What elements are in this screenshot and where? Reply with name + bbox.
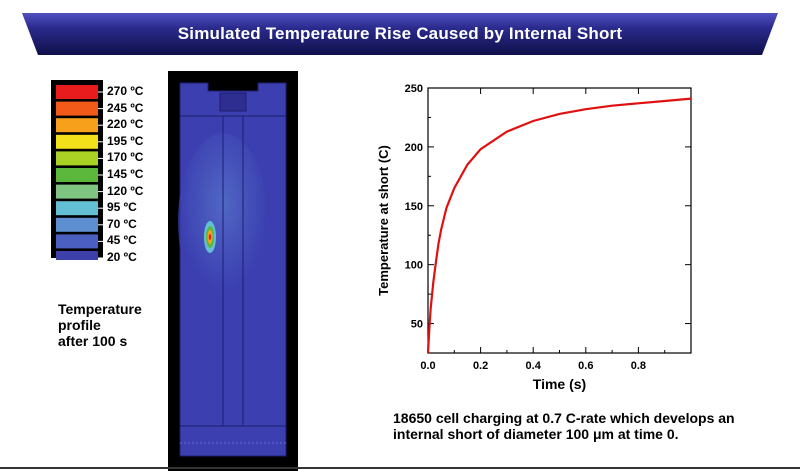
legend-label: 20 ºC — [107, 250, 137, 264]
profile-caption-line: profile — [58, 317, 101, 333]
legend-swatch — [56, 217, 98, 232]
x-tick-label: 0.2 — [473, 360, 488, 372]
y-tick-label: 200 — [405, 142, 423, 154]
x-tick-label: 0.8 — [631, 360, 646, 372]
legend-label: 95 ºC — [107, 200, 137, 215]
legend-label: 120 ºC — [107, 183, 144, 198]
temperature-chart: 0.0 0.2 0.4 0.6 0.8 50 100 150 200 250 Time (s) Tem… — [376, 83, 692, 392]
legend-swatch — [56, 184, 98, 199]
chart-caption: 18650 cell charging at 0.7 C-rate which … — [393, 410, 735, 442]
legend-swatch — [56, 118, 98, 133]
chart-caption-line: internal short of diameter 100 μm at tim… — [393, 426, 679, 442]
legend-label: 220 ºC — [107, 117, 144, 132]
legend-label: 270 ºC — [107, 84, 144, 98]
x-tick-label: 0.4 — [526, 360, 542, 372]
y-tick-label: 100 — [405, 260, 423, 272]
legend-label: 195 ºC — [107, 133, 144, 148]
chart-caption-line: 18650 cell charging at 0.7 C-rate which … — [393, 410, 735, 426]
y-axis-label: Temperature at short (C) — [376, 145, 391, 296]
legend-label: 170 ºC — [107, 150, 144, 165]
temperature-series-line — [426, 97, 692, 354]
y-tick-label: 50 — [411, 319, 423, 331]
legend-label: 70 ºC — [107, 216, 137, 231]
page-title: Simulated Temperature Rise Caused by Int… — [177, 24, 623, 43]
legend-swatch — [56, 151, 98, 166]
x-tick-label: 0.6 — [578, 360, 593, 372]
legend-label: 245 ºC — [107, 100, 144, 115]
cell-temperature-profile — [168, 71, 298, 471]
bottom-divider — [0, 467, 800, 469]
profile-caption-line: after 100 s — [58, 333, 128, 349]
profile-caption: Temperature profile after 100 s — [58, 301, 142, 349]
plot-frame — [427, 87, 692, 354]
x-axis-label: Time (s) — [533, 376, 586, 392]
legend-colorbar — [51, 80, 105, 260]
title-banner — [22, 13, 778, 55]
legend-swatch — [56, 101, 98, 116]
legend-swatch — [56, 134, 98, 149]
legend-swatch — [56, 251, 98, 260]
legend-label: 45 ºC — [107, 233, 137, 248]
legend-swatch — [56, 85, 98, 99]
legend-swatch — [56, 234, 98, 249]
temperature-legend — [51, 80, 156, 260]
x-tick-label: 0.0 — [420, 360, 435, 372]
legend-swatch — [56, 201, 98, 216]
profile-caption-line: Temperature — [58, 301, 142, 317]
y-tick-label: 150 — [405, 201, 423, 213]
legend-swatch — [56, 168, 98, 182]
y-tick-label: 250 — [405, 83, 423, 95]
legend-label: 145 ºC — [107, 167, 144, 181]
